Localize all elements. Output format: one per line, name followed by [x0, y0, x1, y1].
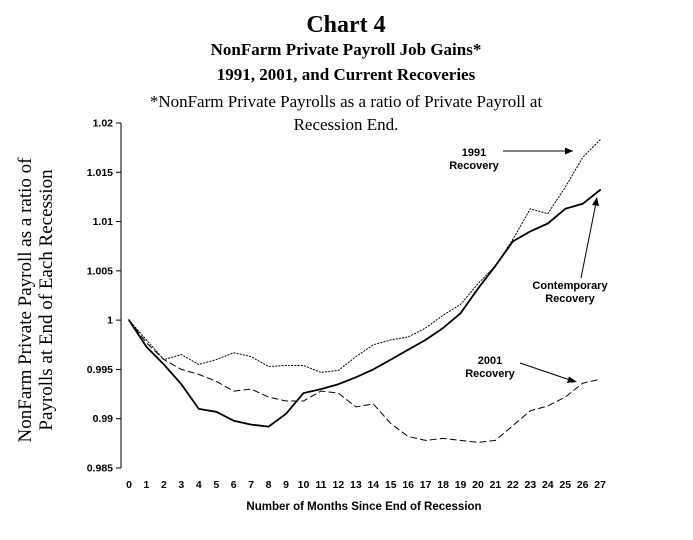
x-tick-label: 25 — [559, 479, 571, 491]
x-tick-label: 17 — [420, 479, 432, 491]
y-tick-label: 0.99 — [93, 413, 114, 425]
x-axis-ticks: 0 1 2 3 4 5 6 7 8 9 10 11 12 13 14 15 16 17 18 19 20 21 22 23 24… — [126, 479, 606, 491]
x-tick-label: 4 — [196, 479, 202, 491]
x-tick-label: 7 — [248, 479, 254, 491]
y-axis-label-line-1: NonFarm Private Payroll as a ratio of — [15, 157, 36, 443]
annotation-contemporary-line-2: Recovery — [545, 293, 595, 305]
series-line-1991-recovery — [128, 139, 601, 373]
y-tick-label: 1.02 — [93, 118, 114, 130]
annotation-contemporary-arrow — [580, 202, 597, 279]
x-tick-label: 1 — [144, 479, 150, 491]
x-tick-label: 22 — [507, 479, 519, 491]
x-tick-label: 11 — [315, 479, 326, 491]
x-tick-label: 20 — [472, 479, 484, 491]
chart-note-line-1: *NonFarm Private Payrolls as a ratio of … — [150, 92, 543, 111]
chart-note-line-2: Recession End. — [294, 115, 399, 134]
x-tick-label: 26 — [577, 479, 589, 491]
x-tick-label: 19 — [455, 479, 467, 491]
series-lines — [128, 139, 601, 443]
annotation-2001-recovery: 2001 Recovery — [465, 355, 577, 383]
x-tick-label: 5 — [213, 479, 219, 491]
annotation-2001-arrow — [519, 362, 571, 381]
x-tick-label: 27 — [594, 479, 606, 491]
x-tick-label: 18 — [437, 479, 449, 491]
x-tick-label: 2 — [161, 479, 167, 491]
x-tick-label: 24 — [542, 479, 554, 491]
annotation-1991-line-1: 1991 — [462, 147, 486, 159]
y-tick-label: 1.01 — [93, 216, 114, 228]
annotation-1991-line-2: Recovery — [449, 160, 499, 172]
annotation-2001-line-2: Recovery — [465, 368, 515, 380]
chart-subtitle-line-2: 1991, 2001, and Current Recoveries — [217, 65, 476, 84]
y-tick-label: 1.015 — [87, 167, 113, 179]
chart-title: Chart 4 — [306, 12, 385, 38]
x-tick-label: 3 — [178, 479, 184, 491]
x-tick-label: 6 — [231, 479, 237, 491]
annotation-2001-arrowhead — [567, 376, 577, 383]
x-tick-label: 10 — [298, 479, 310, 491]
x-tick-label: 23 — [525, 479, 537, 491]
annotation-contemporary-arrowhead — [592, 197, 599, 206]
y-tick-label: 0.985 — [87, 463, 113, 475]
x-axis-label: Number of Months Since End of Recession — [246, 501, 481, 513]
series-line-contemporary-recovery — [128, 189, 601, 428]
annotation-contemporary-line-1: Contemporary — [532, 280, 608, 292]
annotation-2001-line-1: 2001 — [478, 355, 502, 367]
x-tick-label: 21 — [490, 479, 502, 491]
y-axis-label-line-2: Payrolls at End of Each Recession — [36, 169, 57, 431]
x-tick-label: 14 — [367, 479, 379, 491]
x-tick-label: 13 — [350, 479, 362, 491]
y-tick-label: 1 — [107, 315, 113, 327]
series-line-2001-recovery — [128, 319, 601, 443]
y-tick-label: 1.005 — [87, 265, 113, 277]
x-tick-label: 0 — [126, 479, 132, 491]
y-axis-ticks: 0.985 0.99 0.995 1 1.005 1.01 1.015 1.02 — [87, 118, 121, 475]
x-tick-label: 9 — [283, 479, 289, 491]
annotation-1991-arrowhead — [565, 147, 573, 155]
x-tick-label: 12 — [333, 479, 345, 491]
x-tick-label: 8 — [266, 479, 272, 491]
x-tick-label: 15 — [385, 479, 397, 491]
annotation-1991-recovery: 1991 Recovery — [449, 147, 573, 172]
annotation-contemporary-recovery: Contemporary Recovery — [532, 197, 608, 305]
chart-subtitle-line-1: NonFarm Private Payroll Job Gains* — [211, 40, 482, 59]
x-tick-label: 16 — [402, 479, 414, 491]
y-tick-label: 0.995 — [87, 364, 113, 376]
